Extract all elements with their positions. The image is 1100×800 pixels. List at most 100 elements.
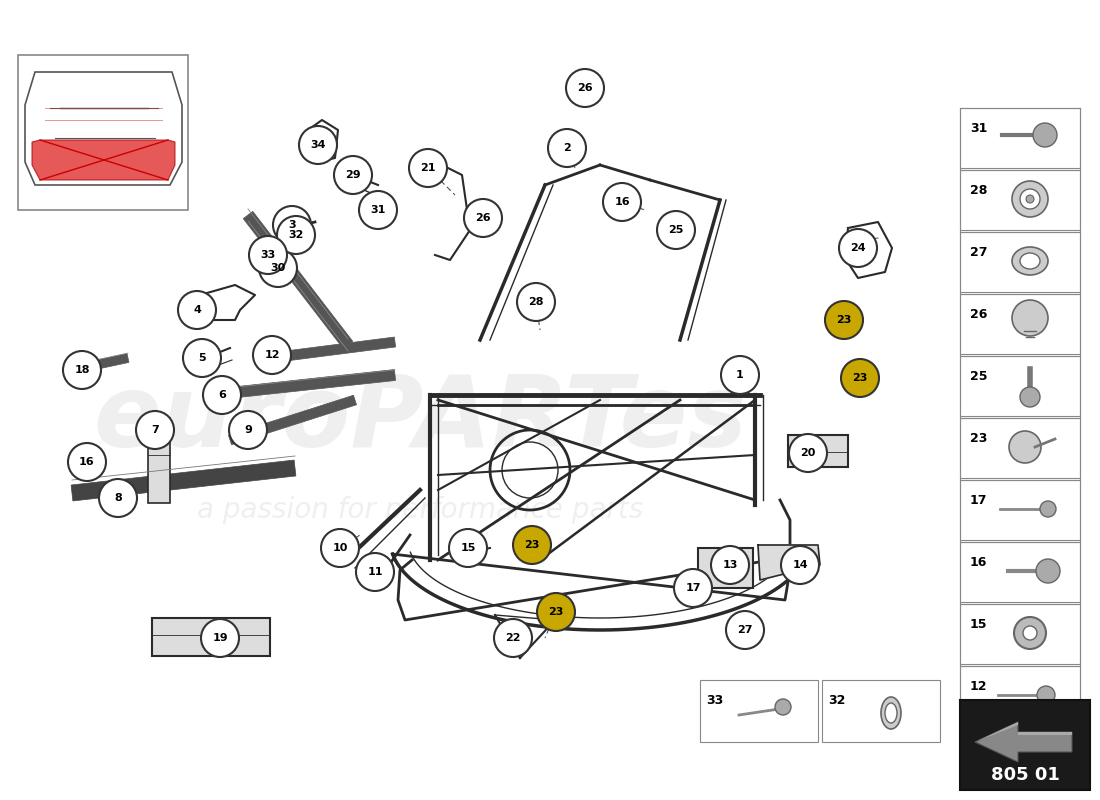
Text: 21: 21 <box>420 163 436 173</box>
Text: 9: 9 <box>244 425 252 435</box>
Text: 33: 33 <box>706 694 724 707</box>
Circle shape <box>513 526 551 564</box>
Text: 32: 32 <box>288 230 304 240</box>
FancyBboxPatch shape <box>788 435 848 467</box>
Circle shape <box>464 199 502 237</box>
Circle shape <box>517 283 556 321</box>
Text: 12: 12 <box>264 350 279 360</box>
FancyBboxPatch shape <box>18 55 188 210</box>
Text: 25: 25 <box>970 370 988 383</box>
Circle shape <box>1023 626 1037 640</box>
Text: 10: 10 <box>332 543 348 553</box>
Circle shape <box>201 619 239 657</box>
Circle shape <box>63 351 101 389</box>
Circle shape <box>253 336 292 374</box>
Polygon shape <box>72 354 129 374</box>
Text: 16: 16 <box>970 556 988 569</box>
Circle shape <box>1040 501 1056 517</box>
Text: 20: 20 <box>801 448 816 458</box>
Circle shape <box>1012 300 1048 336</box>
Circle shape <box>720 356 759 394</box>
Circle shape <box>781 546 820 584</box>
Ellipse shape <box>886 703 896 723</box>
Circle shape <box>1014 617 1046 649</box>
Text: 15: 15 <box>970 618 988 631</box>
Circle shape <box>321 529 359 567</box>
Circle shape <box>1036 559 1060 583</box>
Text: 27: 27 <box>970 246 988 259</box>
Text: 16: 16 <box>614 197 630 207</box>
Text: 32: 32 <box>828 694 846 707</box>
Circle shape <box>825 301 864 339</box>
Circle shape <box>449 529 487 567</box>
Polygon shape <box>209 370 396 401</box>
Circle shape <box>1033 123 1057 147</box>
Text: 30: 30 <box>271 263 286 273</box>
Text: 31: 31 <box>970 122 988 135</box>
Circle shape <box>334 156 372 194</box>
Circle shape <box>566 69 604 107</box>
Ellipse shape <box>1020 253 1040 269</box>
Circle shape <box>277 216 315 254</box>
Circle shape <box>68 443 106 481</box>
Circle shape <box>178 291 216 329</box>
Text: 18: 18 <box>75 365 90 375</box>
Circle shape <box>356 553 394 591</box>
Text: 23: 23 <box>970 432 988 445</box>
Circle shape <box>537 593 575 631</box>
Polygon shape <box>758 545 820 580</box>
Text: a passion for performance parts: a passion for performance parts <box>197 496 644 524</box>
Text: 28: 28 <box>970 184 988 197</box>
Text: 13: 13 <box>723 560 738 570</box>
Polygon shape <box>270 337 396 363</box>
Circle shape <box>229 411 267 449</box>
Circle shape <box>711 546 749 584</box>
Text: 23: 23 <box>836 315 851 325</box>
Circle shape <box>789 434 827 472</box>
Text: 5: 5 <box>198 353 206 363</box>
Text: 17: 17 <box>685 583 701 593</box>
Circle shape <box>494 619 532 657</box>
Polygon shape <box>229 395 356 445</box>
Text: 33: 33 <box>261 250 276 260</box>
Circle shape <box>359 191 397 229</box>
Circle shape <box>409 149 447 187</box>
Circle shape <box>726 611 764 649</box>
Text: 17: 17 <box>970 494 988 507</box>
Ellipse shape <box>1012 247 1048 275</box>
Text: 19: 19 <box>212 633 228 643</box>
Circle shape <box>674 569 712 607</box>
Text: 24: 24 <box>850 243 866 253</box>
Text: 4: 4 <box>194 305 201 315</box>
Polygon shape <box>975 722 1072 742</box>
Circle shape <box>204 376 241 414</box>
Text: 7: 7 <box>151 425 158 435</box>
Circle shape <box>1026 195 1034 203</box>
Text: 25: 25 <box>669 225 684 235</box>
Text: 23: 23 <box>852 373 868 383</box>
Circle shape <box>136 411 174 449</box>
Text: 6: 6 <box>218 390 226 400</box>
Circle shape <box>842 359 879 397</box>
Text: 34: 34 <box>310 140 326 150</box>
FancyBboxPatch shape <box>698 548 754 588</box>
Text: 23: 23 <box>548 607 563 617</box>
Text: euroPARTes: euroPARTes <box>94 371 747 469</box>
Circle shape <box>183 339 221 377</box>
Circle shape <box>1020 387 1040 407</box>
Text: 16: 16 <box>79 457 95 467</box>
Circle shape <box>299 126 337 164</box>
Circle shape <box>258 249 297 287</box>
Circle shape <box>1020 189 1040 209</box>
Text: 26: 26 <box>475 213 491 223</box>
Text: 8: 8 <box>114 493 122 503</box>
Circle shape <box>839 229 877 267</box>
Text: 2: 2 <box>563 143 571 153</box>
Polygon shape <box>243 211 353 349</box>
Circle shape <box>657 211 695 249</box>
Polygon shape <box>32 140 175 180</box>
Text: 11: 11 <box>367 567 383 577</box>
Text: 26: 26 <box>578 83 593 93</box>
Circle shape <box>776 699 791 715</box>
Text: 805 01: 805 01 <box>991 766 1059 784</box>
